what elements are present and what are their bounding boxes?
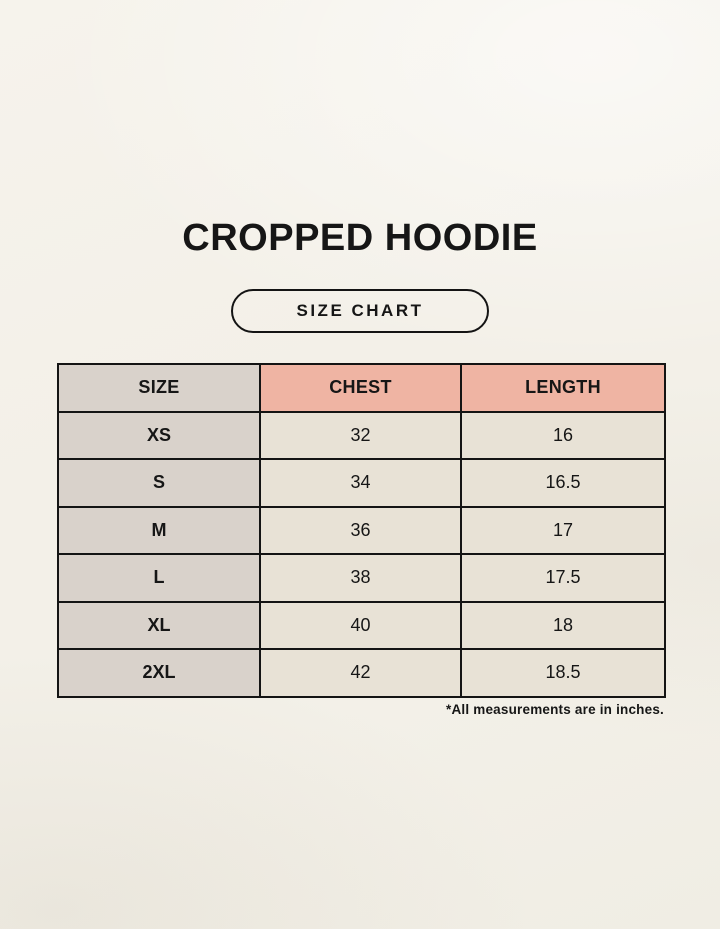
size-chart-badge: SIZE CHART xyxy=(231,289,489,333)
size-label-cell: XS xyxy=(57,410,261,460)
size-chart-badge-label: SIZE CHART xyxy=(296,301,424,320)
size-label-cell: 2XL xyxy=(57,648,261,698)
size-chart-table: SIZE CHEST LENGTH XS 32 16 S 34 16.5 M 36 17 L 38 1… xyxy=(57,363,666,698)
size-table-header-row: SIZE CHEST LENGTH xyxy=(57,363,666,413)
length-value-cell: 18.5 xyxy=(460,648,666,698)
chest-value-cell: 40 xyxy=(259,600,462,650)
column-header-size: SIZE xyxy=(57,363,261,413)
size-label-cell: XL xyxy=(57,600,261,650)
size-label-cell: M xyxy=(57,505,261,555)
size-label-cell: L xyxy=(57,553,261,603)
size-table-row: L 38 17.5 xyxy=(57,553,666,603)
length-value-cell: 18 xyxy=(460,600,666,650)
chest-value-cell: 34 xyxy=(259,458,462,508)
length-value-cell: 16 xyxy=(460,410,666,460)
size-table-row: XL 40 18 xyxy=(57,600,666,650)
length-value-cell: 16.5 xyxy=(460,458,666,508)
chest-value-cell: 36 xyxy=(259,505,462,555)
size-table-row: 2XL 42 18.5 xyxy=(57,648,666,698)
column-header-length: LENGTH xyxy=(460,363,666,413)
size-table-body: XS 32 16 S 34 16.5 M 36 17 L 38 17.5 XL 40 18 2XL 42 18.5 xyxy=(57,410,666,698)
size-table-row: S 34 16.5 xyxy=(57,458,666,508)
length-value-cell: 17.5 xyxy=(460,553,666,603)
size-label-cell: S xyxy=(57,458,261,508)
column-header-chest: CHEST xyxy=(259,363,462,413)
chest-value-cell: 38 xyxy=(259,553,462,603)
chest-value-cell: 32 xyxy=(259,410,462,460)
chest-value-cell: 42 xyxy=(259,648,462,698)
size-table-row: M 36 17 xyxy=(57,505,666,555)
page-title: CROPPED HOODIE xyxy=(182,217,538,259)
measurements-footnote: *All measurements are in inches. xyxy=(446,702,664,717)
length-value-cell: 17 xyxy=(460,505,666,555)
size-table-row: XS 32 16 xyxy=(57,410,666,460)
